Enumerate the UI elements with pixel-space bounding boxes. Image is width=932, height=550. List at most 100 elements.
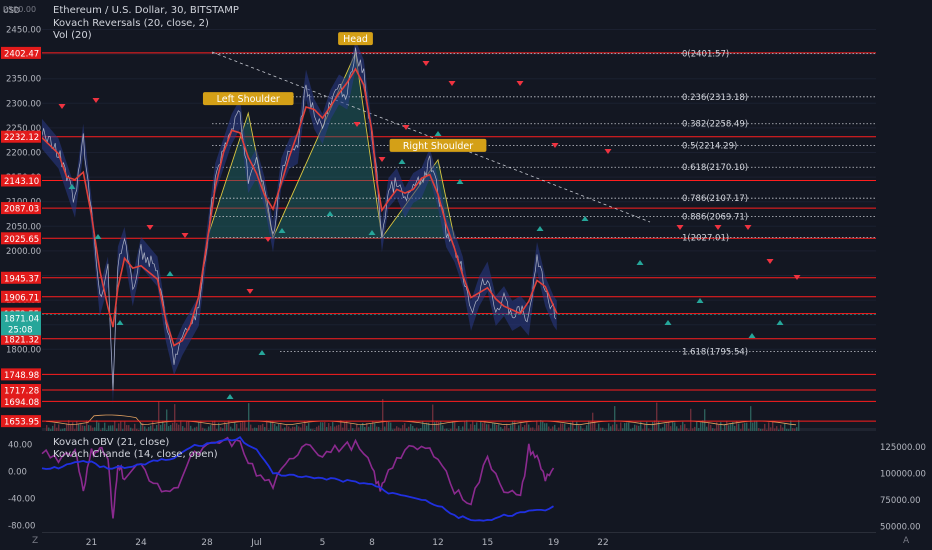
volume-bar — [688, 429, 690, 432]
volume-bar — [54, 423, 56, 432]
volume-bar — [568, 427, 570, 432]
volume-bar — [98, 422, 100, 432]
volume-bar — [636, 425, 638, 432]
volume-bar — [136, 428, 138, 432]
volume-bar — [382, 399, 384, 432]
volume-bar — [288, 426, 290, 432]
volume-bar — [600, 427, 602, 432]
volume-bar — [442, 425, 444, 432]
volume-bar — [176, 423, 178, 432]
volume-bar — [252, 428, 254, 432]
volume-bar — [112, 425, 114, 432]
volume-bar — [174, 404, 176, 432]
reversal-down-arrow — [402, 125, 410, 130]
time-tick-label: 8 — [369, 538, 375, 548]
symbol-title[interactable]: Ethereum / U.S. Dollar, 30, BITSTAMP — [53, 5, 239, 16]
volume-bar — [278, 424, 280, 432]
volume-bar — [438, 422, 440, 432]
level-tag — [1, 174, 41, 187]
volume-bar — [520, 422, 522, 432]
volume-bar — [586, 425, 588, 432]
volume-bar — [80, 423, 82, 432]
volume-bar — [192, 429, 194, 432]
volume-bar — [468, 429, 470, 432]
fib-label: 1(2027.01) — [682, 234, 729, 244]
volume-bar — [92, 427, 94, 432]
volume-bar — [566, 429, 568, 432]
reversal-up-arrow — [116, 320, 124, 325]
volume-bar — [350, 423, 352, 432]
volume-bar — [244, 421, 246, 432]
reversal-up-arrow — [94, 234, 102, 239]
trend-line — [211, 51, 651, 223]
time-tick-label: 22 — [597, 538, 608, 548]
volume-bar — [458, 426, 460, 432]
reversal-down-arrow — [58, 104, 66, 109]
volume-bar — [540, 420, 542, 432]
pattern-label-box — [389, 138, 487, 152]
volume-bar — [706, 426, 708, 432]
volume-bar — [582, 428, 584, 432]
indicator-pane: 40.00 0.00 -40.00 -80.00 125000.00 100000.00 7… — [0, 431, 932, 533]
volume-bar — [782, 427, 784, 432]
reversal-up-arrow — [166, 271, 174, 276]
volume-bar — [64, 428, 66, 432]
volume-bar — [492, 422, 494, 432]
volume-bar — [218, 422, 220, 432]
volume-bar — [134, 423, 136, 432]
volume-bar — [66, 423, 68, 432]
fib-label: 0.886(2069.71) — [682, 213, 748, 223]
volume-bar — [702, 420, 704, 432]
level-tag-label: 1906.71 — [4, 293, 39, 303]
volume-bar — [694, 426, 696, 432]
volume-bar — [670, 426, 672, 432]
reversal-down-arrow — [604, 149, 612, 154]
level-tag-label: 2402.47 — [4, 49, 39, 59]
volume-bar — [94, 427, 96, 432]
volume-bar — [182, 426, 184, 432]
volume-bar — [440, 421, 442, 432]
volume-bar — [792, 428, 794, 432]
volume-bar — [634, 424, 636, 432]
volume-bar — [234, 422, 236, 432]
resistance-levels — [42, 52, 876, 422]
volume-bar — [602, 427, 604, 432]
volume-bar — [448, 429, 450, 432]
volume-bar — [368, 426, 370, 432]
volume-bar — [128, 425, 130, 432]
indicator-reversals-legend[interactable]: Kovach Reversals (20, close, 2) — [53, 18, 209, 29]
volume-bar — [590, 421, 592, 432]
volume-bar — [50, 429, 52, 432]
obv-legend[interactable]: Kovach OBV (21, close) — [53, 437, 170, 448]
volume-bar — [86, 420, 88, 432]
volume-bar — [232, 428, 234, 432]
reversal-up-arrow — [226, 394, 234, 399]
reversal-up-arrow — [748, 333, 756, 338]
volume-bar — [414, 428, 416, 432]
volume-bar — [682, 421, 684, 432]
indicator-volume-legend[interactable]: Vol (20) — [53, 30, 92, 41]
volume-bar — [766, 429, 768, 432]
volume-bar — [726, 420, 728, 432]
pattern-label: Right Shoulder — [389, 138, 487, 152]
volume-bar — [638, 425, 640, 432]
pattern-label-text: Left Shoulder — [217, 94, 280, 105]
volume-bar — [406, 428, 408, 432]
reversal-up-arrow — [636, 260, 644, 265]
volume-bar — [538, 425, 540, 432]
level-tag-label: 1717.28 — [4, 386, 39, 396]
volume-bar — [456, 428, 458, 432]
reversal-up-arrow — [776, 320, 784, 325]
chande-legend[interactable]: Kovach Chande (14, close, open) — [53, 449, 218, 460]
zoom-reset-button[interactable]: Z — [32, 536, 39, 546]
auto-scale-button[interactable]: A — [903, 536, 910, 546]
volume-bar — [316, 426, 318, 432]
volume-bar — [658, 421, 660, 432]
price-axis: 2500.001800.001850.001900.001950.002000.… — [0, 0, 42, 428]
volume-bar — [362, 422, 364, 432]
chande-tick-label: 40.00 — [8, 440, 32, 450]
volume-bar — [52, 425, 54, 432]
volume-bar — [380, 429, 382, 432]
volume-bar — [516, 429, 518, 432]
